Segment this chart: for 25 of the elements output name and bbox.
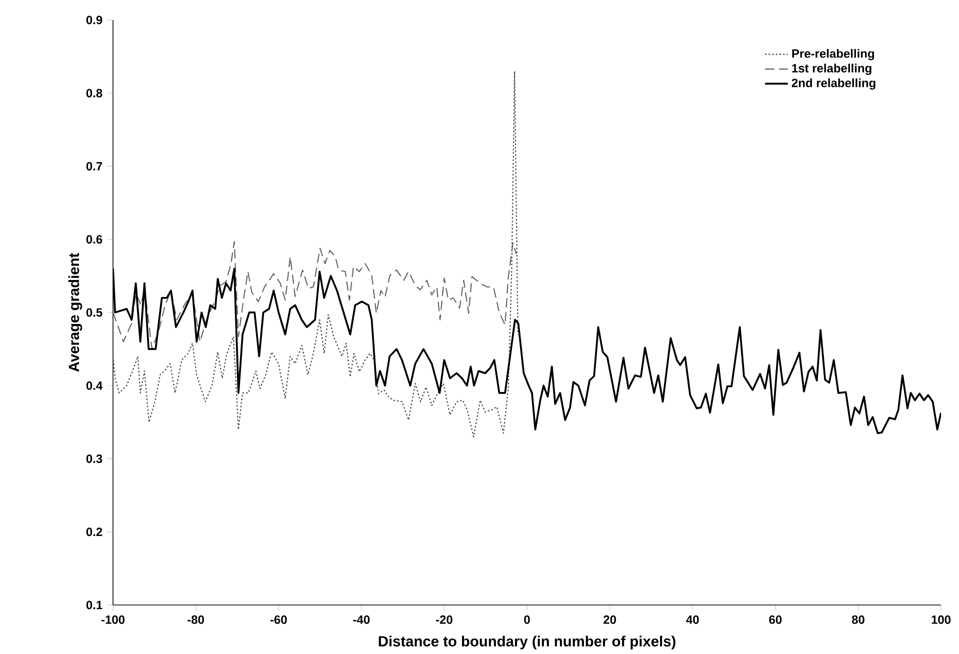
y-tick-label: 0.5 [86, 308, 102, 317]
x-tick-label: 40 [686, 615, 699, 624]
y-tick-label: 0.3 [86, 454, 102, 464]
x-tick-label: 100 [932, 615, 951, 624]
y-tick-label: 0.2 [86, 528, 102, 536]
y-tick-label: 0.1 [86, 600, 102, 610]
x-tick-label: 0 [524, 615, 530, 624]
x-tick-label: -40 [353, 615, 370, 624]
legend-label: Pre-relabelling [792, 49, 874, 60]
x-axis-title: Distance to boundary (in number of pixels) [378, 636, 676, 650]
y-tick-label: 0.6 [86, 235, 102, 244]
legend-label: 2nd relabelling [792, 78, 876, 90]
x-tick-label: -20 [436, 615, 452, 624]
x-tick-label: -100 [101, 615, 125, 624]
x-tick-label: -60 [270, 615, 287, 624]
x-tick-label: 20 [604, 615, 616, 624]
x-tick-label: 80 [852, 615, 864, 624]
y-tick-label: 0.8 [86, 88, 102, 98]
x-tick-label: -80 [188, 615, 204, 624]
y-tick-label: 0.4 [86, 381, 103, 390]
y-axis-title: Average gradient [68, 253, 82, 372]
y-tick-label: 0.7 [86, 162, 102, 171]
x-tick-label: 60 [769, 615, 782, 624]
y-tick-label: 0.9 [86, 16, 102, 24]
legend-label: 1st relabelling [792, 64, 872, 76]
